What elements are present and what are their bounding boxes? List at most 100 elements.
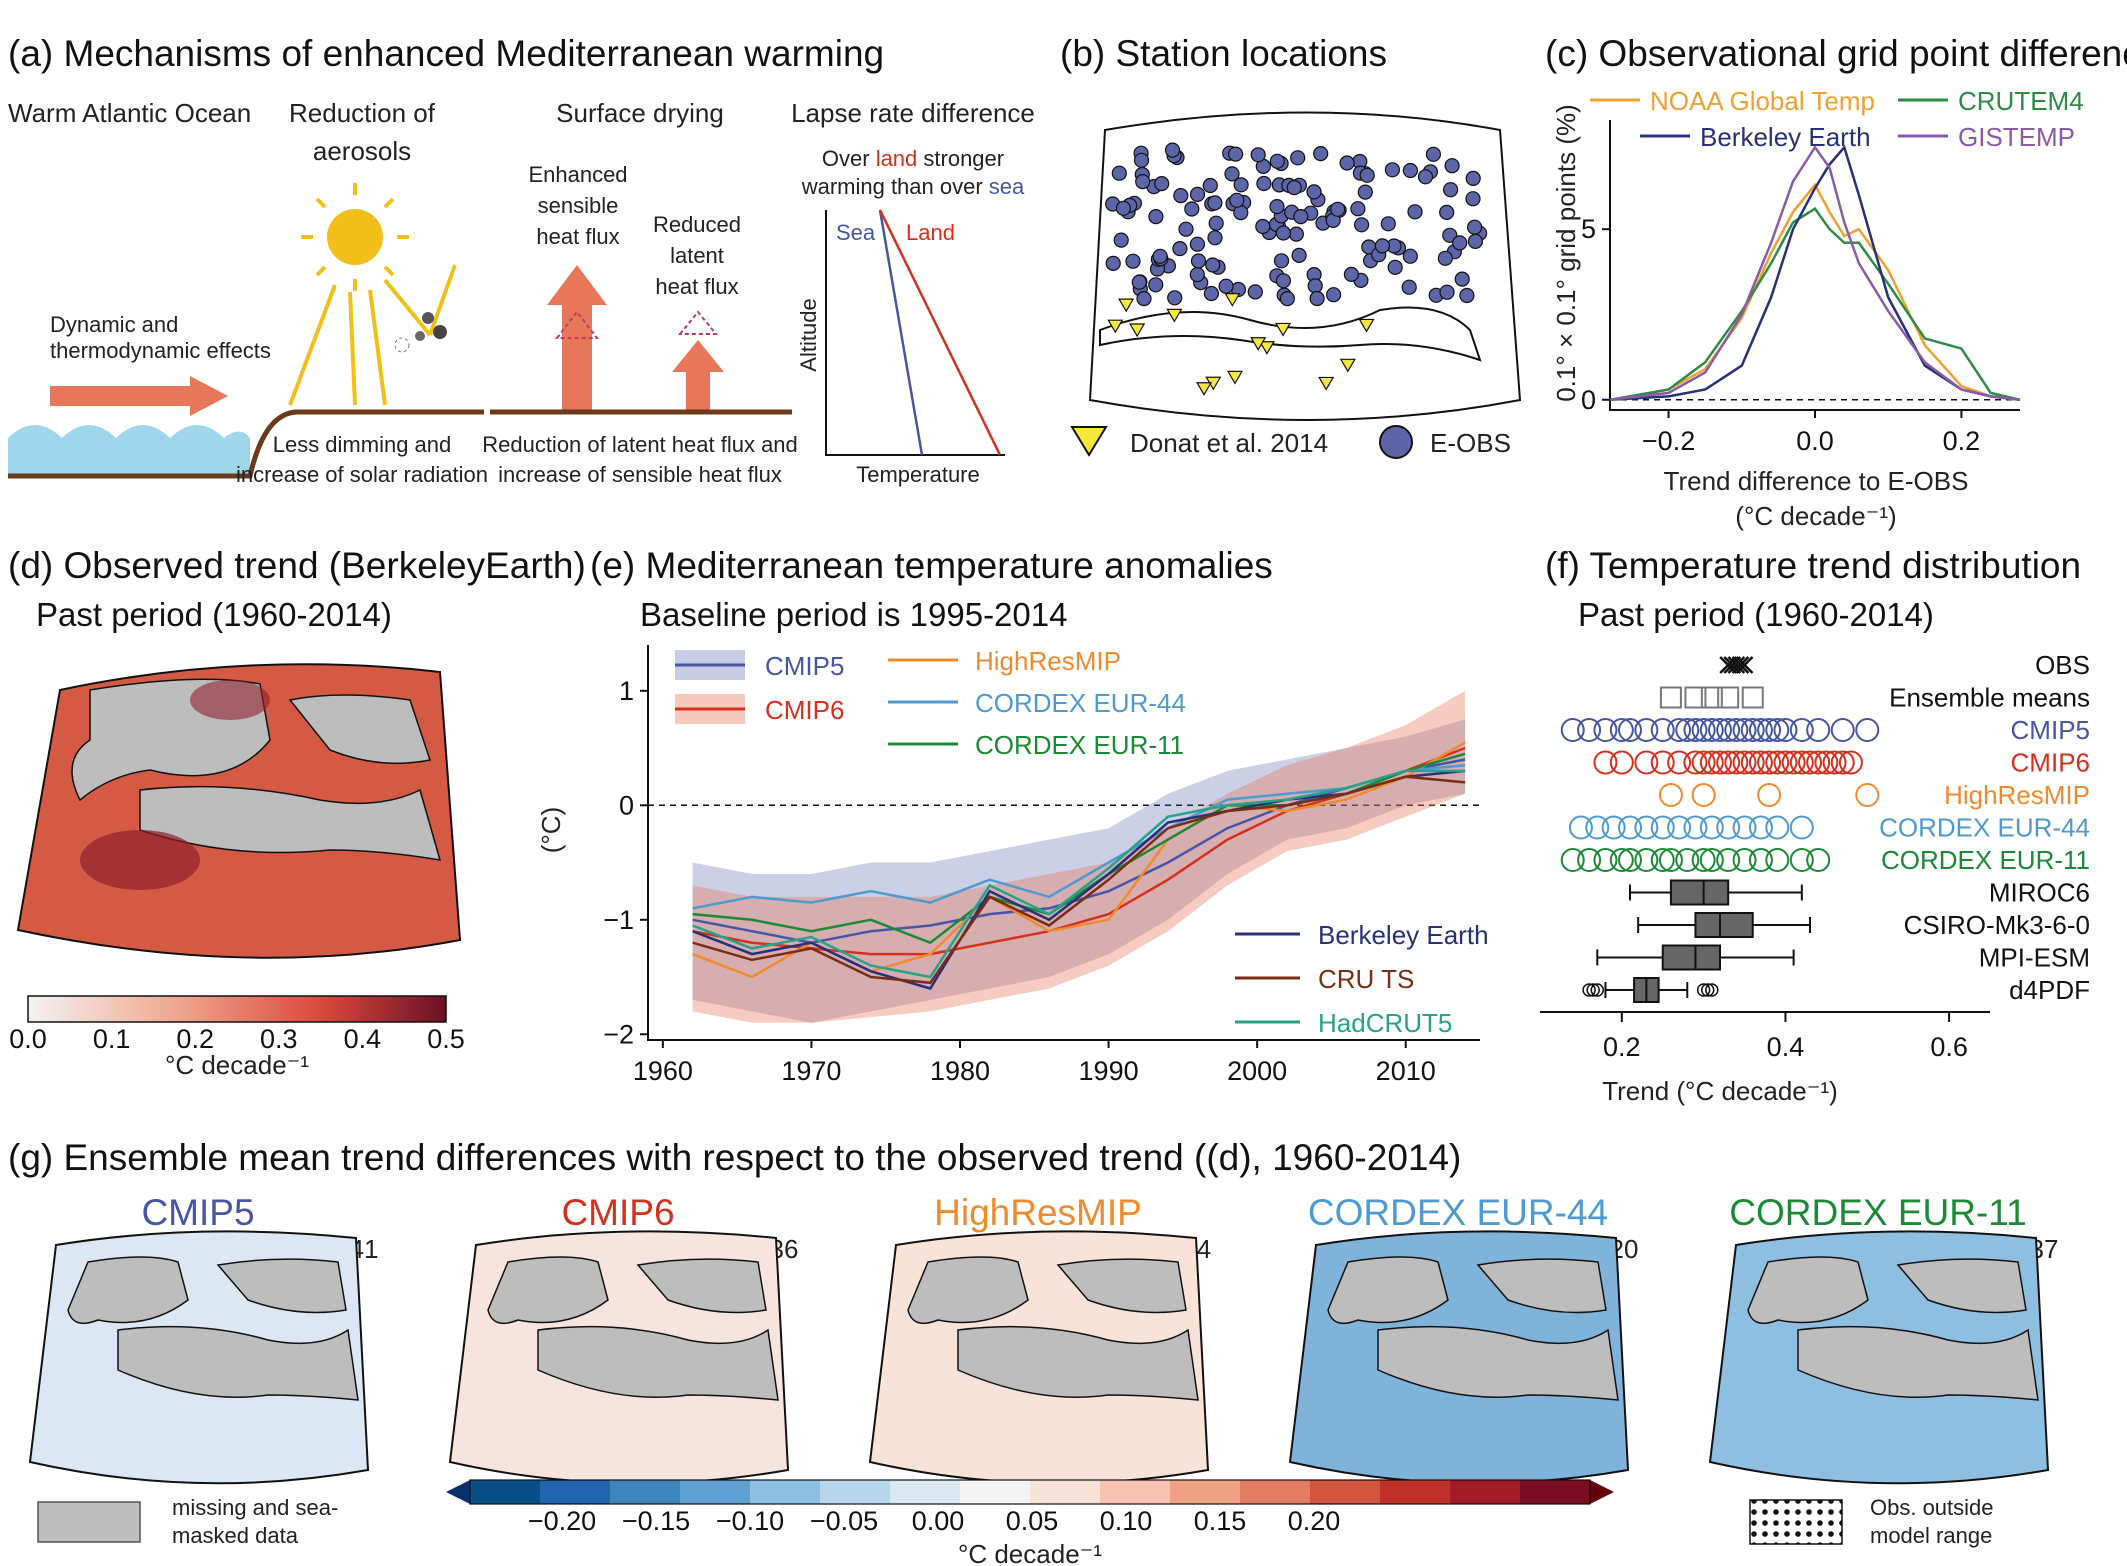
e-legend-highres: HighResMIP xyxy=(975,646,1121,676)
g-cbar-swatch xyxy=(1380,1480,1451,1504)
panel-f-subtitle: Past period (1960-2014) xyxy=(1578,596,1934,633)
g-colorbar: −0.20 −0.15 −0.10 −0.05 0.00 0.05 0.10 0.15 0.20 xyxy=(446,1479,1614,1536)
panel-f-title: (f) Temperature trend distribution xyxy=(1545,545,2081,586)
f-member-marker-cmip6 xyxy=(1683,750,1708,775)
missing-data-swatch xyxy=(37,1501,141,1543)
g-cbar-swatch xyxy=(1170,1480,1241,1504)
eobs-station-marker xyxy=(1154,176,1170,192)
eobs-station-marker xyxy=(1452,235,1468,251)
f-member-marker-cmip5 xyxy=(1667,718,1692,742)
a-col1-title: Warm Atlantic Ocean xyxy=(8,98,251,128)
f-member-marker-cordex-eur-11 xyxy=(1748,848,1773,872)
panel-f: (f) Temperature trend distribution Past … xyxy=(1540,545,2090,1106)
f-member-marker-cordex-eur-11 xyxy=(1699,848,1724,872)
f-member-marker-cordex-eur-11 xyxy=(1560,848,1585,872)
eobs-station-marker xyxy=(1227,146,1244,162)
eobs-station-marker xyxy=(1229,192,1245,208)
g-map-land xyxy=(216,1258,347,1314)
panel-c-title: (c) Observational grid point difference xyxy=(1545,33,2127,74)
eobs-station-marker xyxy=(1250,147,1266,163)
f-member-marker-cordex-eur-44 xyxy=(1618,815,1642,840)
g-map-land xyxy=(1476,1258,1607,1314)
e-ytick-label: 0 xyxy=(619,790,634,820)
panel-e: (e) Mediterranean temperature anomalies … xyxy=(536,545,1489,1086)
f-row-label-cordex-eur-11: CORDEX EUR-11 xyxy=(1881,845,2090,875)
f-box-outlier-d4pdf xyxy=(1586,983,1600,997)
f-member-marker-cordex-eur-11 xyxy=(1577,848,1602,872)
eobs-station-marker xyxy=(1444,158,1460,174)
eobs-station-marker xyxy=(1374,238,1391,254)
e-xtick-label: 1970 xyxy=(781,1056,841,1086)
f-member-marker-cmip6 xyxy=(1708,750,1732,775)
c-xtick-label: −0.2 xyxy=(1642,426,1695,456)
g-legend-dots-1: Obs. outside xyxy=(1870,1495,1994,1520)
dynamic-arrow-icon xyxy=(50,376,228,416)
e-legend-cru: CRU TS xyxy=(1318,964,1414,994)
f-box-csiro-mk3-6-0 xyxy=(1694,912,1754,938)
panel-g-title: (g) Ensemble mean trend differences with… xyxy=(8,1137,1461,1178)
a-col3-right-2: latent xyxy=(670,243,724,268)
eobs-station-marker xyxy=(1330,201,1346,217)
panel-a: (a) Mechanisms of enhanced Mediterranean… xyxy=(8,33,1035,487)
eobs-station-marker xyxy=(1417,169,1434,185)
e-legend-cordex44: CORDEX EUR-44 xyxy=(975,688,1186,718)
a-col2-title-2: aerosols xyxy=(313,136,411,166)
e-band-cmip6 xyxy=(692,690,1466,1023)
g-legend-missing-2: masked data xyxy=(172,1523,299,1548)
a-col3-left-3: heat flux xyxy=(536,224,619,249)
g-map-title: CMIP5 xyxy=(141,1192,254,1233)
c-legend-noaa: NOAA Global Temp xyxy=(1650,86,1875,116)
f-box-outlier-d4pdf xyxy=(1705,983,1719,997)
e-axes xyxy=(647,645,1480,1041)
eobs-station-marker xyxy=(1184,201,1200,217)
g-cbar-tick-label: 0.05 xyxy=(1006,1506,1059,1536)
g-cbar-swatch xyxy=(470,1480,541,1504)
eobs-station-marker xyxy=(1190,253,1207,269)
eobs-station-marker xyxy=(1189,267,1205,283)
f-member-marker-cmip6 xyxy=(1609,750,1634,775)
eobs-station-marker xyxy=(1437,250,1453,266)
d-colorbar xyxy=(27,995,447,1023)
panel-g: (g) Ensemble mean trend differences with… xyxy=(8,1137,2058,1566)
panel-d-subtitle: Past period (1960-2014) xyxy=(36,596,392,633)
g-map-land xyxy=(1327,1256,1449,1325)
eobs-station-marker xyxy=(1465,191,1481,207)
f-row-label-d4pdf: d4PDF xyxy=(2009,975,2090,1005)
aerosol-particles-icon xyxy=(394,312,447,353)
eobs-station-marker xyxy=(1152,248,1168,264)
a-col4-text1: Over land stronger xyxy=(822,146,1004,171)
d-cbar-label: °C decade⁻¹ xyxy=(165,1050,309,1080)
eobs-station-marker xyxy=(1339,155,1355,171)
f-member-marker-highresmip xyxy=(1691,783,1716,807)
eobs-station-marker xyxy=(1384,162,1401,178)
g-cbar-label: °C decade⁻¹ xyxy=(958,1539,1102,1566)
g-map-land xyxy=(907,1256,1029,1325)
b-legend: Donat et al. 2014 E-OBS xyxy=(1070,425,1511,459)
eobs-station-marker xyxy=(1306,184,1322,200)
eobs-station-marker xyxy=(1247,284,1263,300)
g-cbar-extend-high xyxy=(1590,1480,1614,1504)
f-member-marker-cmip5 xyxy=(1683,718,1708,742)
lapse-rate-diagram: Sea Land Altitude Temperature xyxy=(796,209,1005,487)
f-member-marker-cmip6 xyxy=(1830,750,1855,775)
eobs-station-marker xyxy=(1307,278,1323,294)
f-box-outlier-d4pdf xyxy=(1696,983,1711,997)
f-member-marker-cmip6 xyxy=(1789,750,1814,775)
c-axes xyxy=(1609,120,2020,411)
e-ytick-label: −1 xyxy=(603,905,634,935)
e-legend-hadcrut: HadCRUT5 xyxy=(1318,1008,1452,1038)
f-ensemble-mean-marker xyxy=(1700,686,1723,709)
a-col3-caption-2: increase of sensible heat flux xyxy=(498,462,782,487)
a-col4-text2: warming than over sea xyxy=(801,174,1025,199)
eobs-station-marker xyxy=(1286,180,1302,196)
a-col3-caption-1: Reduction of latent heat flux and xyxy=(482,432,798,457)
f-row-label-miroc6: MIROC6 xyxy=(1989,878,2090,908)
f-member-marker-highresmip xyxy=(1658,783,1683,807)
f-ensemble-mean-marker xyxy=(1684,686,1707,709)
donat-station-marker xyxy=(1275,322,1292,337)
c-xtick-label: 0.0 xyxy=(1796,426,1834,456)
donat-station-marker xyxy=(1250,337,1267,351)
c-plot-area: −0.2 0.0 0.2 0 5 xyxy=(1581,120,2021,456)
f-member-marker-cordex-eur-44 xyxy=(1732,815,1757,840)
